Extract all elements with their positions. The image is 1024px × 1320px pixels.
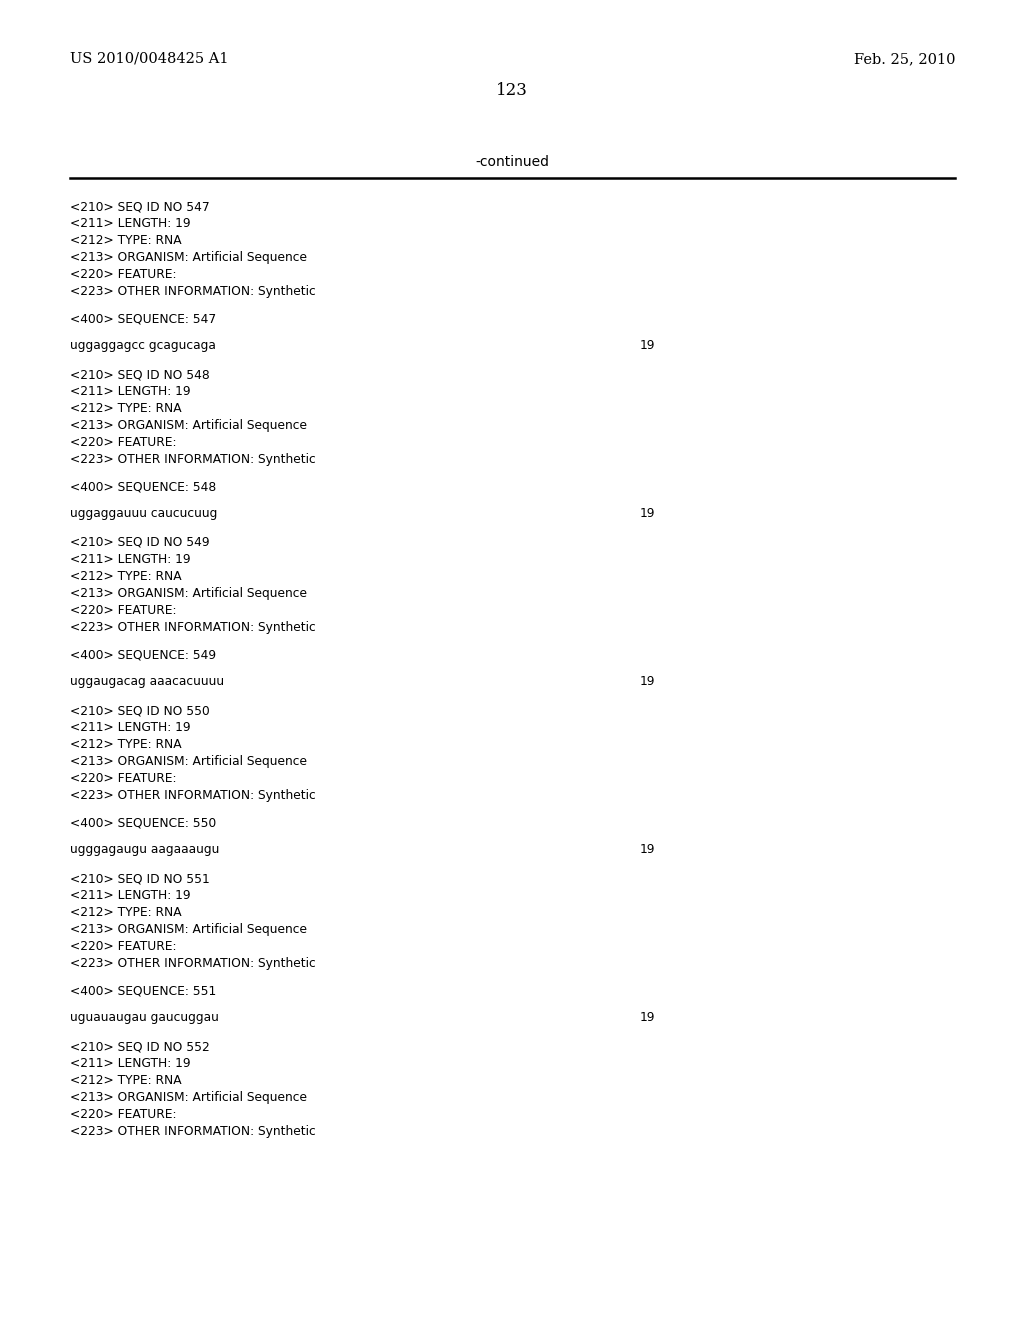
Text: <212> TYPE: RNA: <212> TYPE: RNA (70, 403, 181, 414)
Text: <220> FEATURE:: <220> FEATURE: (70, 268, 176, 281)
Text: <223> OTHER INFORMATION: Synthetic: <223> OTHER INFORMATION: Synthetic (70, 789, 315, 803)
Text: uggaugacag aaacacuuuu: uggaugacag aaacacuuuu (70, 675, 224, 688)
Text: <210> SEQ ID NO 551: <210> SEQ ID NO 551 (70, 873, 210, 884)
Text: <210> SEQ ID NO 547: <210> SEQ ID NO 547 (70, 201, 210, 213)
Text: <213> ORGANISM: Artificial Sequence: <213> ORGANISM: Artificial Sequence (70, 418, 307, 432)
Text: <213> ORGANISM: Artificial Sequence: <213> ORGANISM: Artificial Sequence (70, 1092, 307, 1104)
Text: <223> OTHER INFORMATION: Synthetic: <223> OTHER INFORMATION: Synthetic (70, 453, 315, 466)
Text: 19: 19 (640, 843, 655, 855)
Text: <213> ORGANISM: Artificial Sequence: <213> ORGANISM: Artificial Sequence (70, 923, 307, 936)
Text: uggaggauuu caucucuug: uggaggauuu caucucuug (70, 507, 217, 520)
Text: <220> FEATURE:: <220> FEATURE: (70, 940, 176, 953)
Text: <211> LENGTH: 19: <211> LENGTH: 19 (70, 385, 190, 399)
Text: <223> OTHER INFORMATION: Synthetic: <223> OTHER INFORMATION: Synthetic (70, 957, 315, 970)
Text: <400> SEQUENCE: 549: <400> SEQUENCE: 549 (70, 648, 216, 661)
Text: <223> OTHER INFORMATION: Synthetic: <223> OTHER INFORMATION: Synthetic (70, 1125, 315, 1138)
Text: ugggagaugu aagaaaugu: ugggagaugu aagaaaugu (70, 843, 219, 855)
Text: <212> TYPE: RNA: <212> TYPE: RNA (70, 234, 181, 247)
Text: <400> SEQUENCE: 548: <400> SEQUENCE: 548 (70, 480, 216, 492)
Text: <213> ORGANISM: Artificial Sequence: <213> ORGANISM: Artificial Sequence (70, 755, 307, 768)
Text: 19: 19 (640, 339, 655, 352)
Text: <211> LENGTH: 19: <211> LENGTH: 19 (70, 721, 190, 734)
Text: <223> OTHER INFORMATION: Synthetic: <223> OTHER INFORMATION: Synthetic (70, 620, 315, 634)
Text: 19: 19 (640, 1011, 655, 1024)
Text: 123: 123 (496, 82, 528, 99)
Text: -continued: -continued (475, 154, 549, 169)
Text: <213> ORGANISM: Artificial Sequence: <213> ORGANISM: Artificial Sequence (70, 251, 307, 264)
Text: <220> FEATURE:: <220> FEATURE: (70, 436, 176, 449)
Text: <400> SEQUENCE: 550: <400> SEQUENCE: 550 (70, 816, 216, 829)
Text: 19: 19 (640, 675, 655, 688)
Text: <210> SEQ ID NO 549: <210> SEQ ID NO 549 (70, 536, 210, 549)
Text: <220> FEATURE:: <220> FEATURE: (70, 1107, 176, 1121)
Text: 19: 19 (640, 507, 655, 520)
Text: Feb. 25, 2010: Feb. 25, 2010 (853, 51, 955, 66)
Text: <211> LENGTH: 19: <211> LENGTH: 19 (70, 888, 190, 902)
Text: <211> LENGTH: 19: <211> LENGTH: 19 (70, 216, 190, 230)
Text: <211> LENGTH: 19: <211> LENGTH: 19 (70, 553, 190, 566)
Text: <213> ORGANISM: Artificial Sequence: <213> ORGANISM: Artificial Sequence (70, 587, 307, 601)
Text: <220> FEATURE:: <220> FEATURE: (70, 605, 176, 616)
Text: uggaggagcc gcagucaga: uggaggagcc gcagucaga (70, 339, 216, 352)
Text: <212> TYPE: RNA: <212> TYPE: RNA (70, 738, 181, 751)
Text: <400> SEQUENCE: 547: <400> SEQUENCE: 547 (70, 312, 216, 325)
Text: uguauaugau gaucuggau: uguauaugau gaucuggau (70, 1011, 219, 1024)
Text: <210> SEQ ID NO 552: <210> SEQ ID NO 552 (70, 1040, 210, 1053)
Text: <210> SEQ ID NO 548: <210> SEQ ID NO 548 (70, 368, 210, 381)
Text: <220> FEATURE:: <220> FEATURE: (70, 772, 176, 785)
Text: <212> TYPE: RNA: <212> TYPE: RNA (70, 906, 181, 919)
Text: <210> SEQ ID NO 550: <210> SEQ ID NO 550 (70, 704, 210, 717)
Text: <223> OTHER INFORMATION: Synthetic: <223> OTHER INFORMATION: Synthetic (70, 285, 315, 298)
Text: <400> SEQUENCE: 551: <400> SEQUENCE: 551 (70, 983, 216, 997)
Text: US 2010/0048425 A1: US 2010/0048425 A1 (70, 51, 228, 66)
Text: <212> TYPE: RNA: <212> TYPE: RNA (70, 1074, 181, 1086)
Text: <211> LENGTH: 19: <211> LENGTH: 19 (70, 1057, 190, 1071)
Text: <212> TYPE: RNA: <212> TYPE: RNA (70, 570, 181, 583)
